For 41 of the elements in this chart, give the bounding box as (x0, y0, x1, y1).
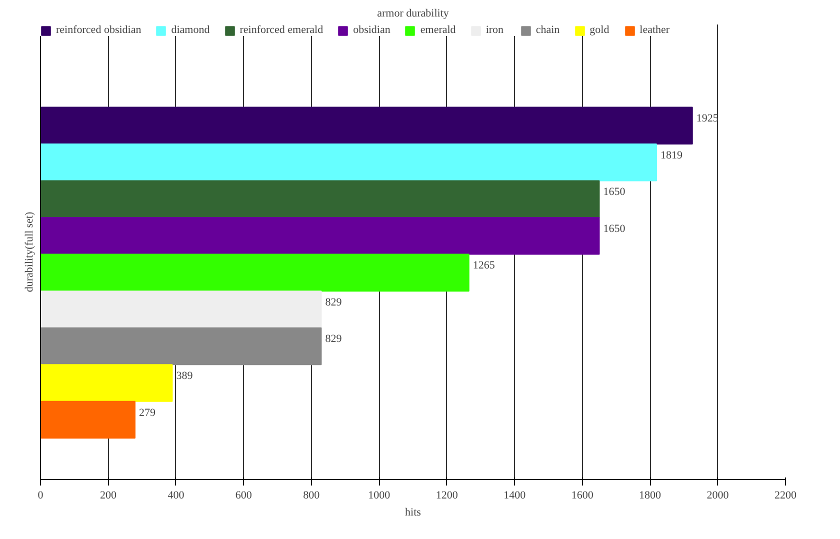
legend-label: reinforced emerald (240, 24, 324, 36)
x-tick-label: 400 (168, 490, 185, 502)
x-tick-label: 600 (235, 490, 252, 502)
data-label: 829 (325, 296, 342, 308)
bar (40, 327, 322, 366)
chart-title: armor durability (377, 8, 450, 20)
legend-label: gold (590, 24, 610, 36)
x-tick-label: 800 (303, 490, 320, 502)
data-label: 1265 (472, 260, 496, 272)
x-tick-label: 1000 (368, 490, 391, 502)
data-label: 1819 (660, 149, 683, 162)
bar (40, 143, 657, 182)
x-tick-label: 1200 (436, 490, 458, 502)
bar (40, 254, 470, 292)
data-label: 829 (325, 333, 342, 346)
legend-label: leather (640, 24, 670, 36)
x-axis-title: hits (405, 506, 421, 518)
x-tick-label: 1600 (571, 490, 594, 502)
data-label: 279 (138, 406, 156, 419)
x-tick-label: 1800 (639, 490, 662, 502)
data-label: 1650 (603, 222, 626, 235)
legend-label: reinforced obsidian (56, 24, 142, 36)
legend-label: chain (536, 24, 560, 36)
bar (40, 364, 173, 402)
x-tick-label: 2000 (706, 490, 730, 502)
legend-label: iron (486, 24, 505, 36)
legend-label: obsidian (353, 24, 390, 36)
x-tick-label: 2200 (774, 490, 797, 502)
x-tick-label: 0 (38, 490, 44, 502)
bar (40, 106, 693, 144)
bar (40, 217, 600, 255)
bar (40, 400, 136, 439)
bar (40, 290, 322, 328)
legend-label: emerald (420, 24, 456, 36)
x-tick-label: 1400 (504, 490, 526, 502)
bar (40, 180, 600, 218)
legend-label: diamond (171, 24, 210, 36)
data-label: 1650 (603, 186, 626, 198)
y-axis-title: durability(full set) (24, 211, 36, 292)
data-label: 389 (176, 370, 194, 382)
x-tick-label: 200 (100, 490, 117, 502)
